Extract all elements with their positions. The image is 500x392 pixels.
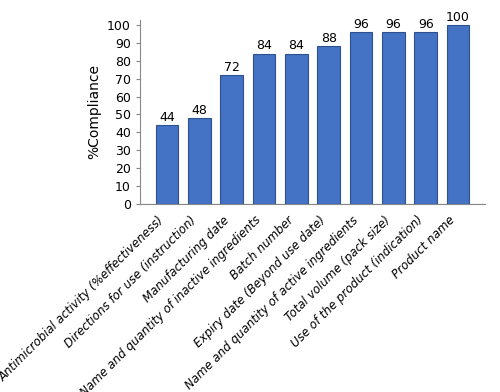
Bar [252, 54, 276, 204]
Text: 84: 84 [256, 39, 272, 52]
Text: 96: 96 [386, 18, 401, 31]
Bar [220, 75, 243, 204]
Text: 44: 44 [159, 111, 175, 124]
Text: 100: 100 [446, 11, 470, 24]
Bar [382, 32, 404, 204]
Bar [285, 54, 308, 204]
Bar [156, 125, 178, 204]
Text: 88: 88 [320, 32, 336, 45]
Bar [350, 32, 372, 204]
Bar [188, 118, 210, 204]
Bar [414, 32, 437, 204]
Bar [318, 46, 340, 204]
Text: 84: 84 [288, 39, 304, 52]
Text: 96: 96 [353, 18, 369, 31]
Y-axis label: %Compliance: %Compliance [88, 64, 102, 159]
Text: 72: 72 [224, 61, 240, 74]
Bar [446, 25, 469, 204]
Text: 48: 48 [192, 103, 208, 116]
Text: 96: 96 [418, 18, 434, 31]
